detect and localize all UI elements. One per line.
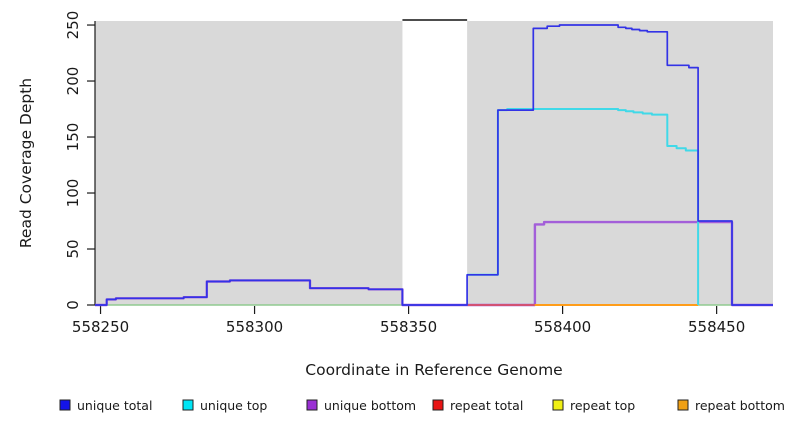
legend-label-unique-total: unique total: [77, 398, 152, 413]
legend-swatch-repeat-top: [552, 399, 564, 411]
legend-swatch-unique-total: [59, 399, 71, 411]
legend-label-repeat-bottom: repeat bottom: [695, 398, 785, 413]
legend-label-repeat-top: repeat top: [570, 398, 635, 413]
y-tick-label: 200: [64, 67, 82, 96]
legend-swatch-repeat-bottom: [677, 399, 689, 411]
legend-swatch-unique-top: [182, 399, 194, 411]
legend-label-repeat-total: repeat total: [450, 398, 523, 413]
y-tick-label: 0: [64, 300, 82, 310]
x-tick-label: 558250: [72, 318, 129, 336]
series-unique-total-line: [95, 24, 773, 306]
y-tick-label: 100: [64, 179, 82, 208]
legend-label-unique-bottom: unique bottom: [324, 398, 416, 413]
x-tick-label: 558450: [688, 318, 745, 336]
gap-band: [402, 20, 468, 305]
legend-swatch-unique-bottom: [306, 399, 318, 411]
legend-swatch-repeat-total: [432, 399, 444, 411]
y-axis-title: Read Coverage Depth: [17, 78, 35, 248]
y-tick-label: 150: [64, 123, 82, 152]
legend-label-unique-top: unique top: [200, 398, 267, 413]
y-tick-label: 250: [64, 11, 82, 40]
x-tick-label: 558350: [380, 318, 437, 336]
x-tick-label: 558400: [534, 318, 591, 336]
y-tick-label: 50: [64, 239, 82, 258]
x-axis-title: Coordinate in Reference Genome: [305, 361, 562, 379]
x-tick-label: 558300: [226, 318, 283, 336]
